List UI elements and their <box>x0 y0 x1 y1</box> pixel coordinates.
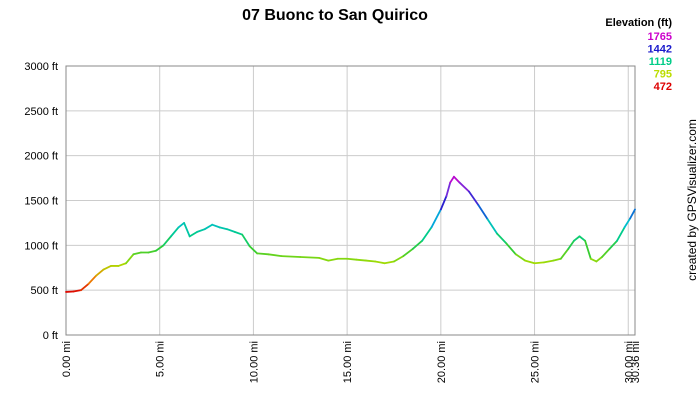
profile-segment <box>421 226 433 242</box>
x-tick-label: 0.00 mi <box>61 341 73 377</box>
y-tick-label: 2000 ft <box>24 151 58 163</box>
profile-segment <box>453 175 461 184</box>
profile-segment <box>601 248 611 258</box>
profile-segment <box>439 195 448 211</box>
profile-segment <box>183 222 191 238</box>
profile-segment <box>256 252 270 256</box>
legend-value: 1442 <box>648 44 672 56</box>
profile-segment <box>629 208 636 220</box>
profile-segment <box>226 228 236 233</box>
profile-segment <box>147 249 157 254</box>
profile-segment <box>430 208 442 229</box>
credit-text: created by GPSVisualizer.com <box>685 119 699 281</box>
profile-segment <box>486 218 498 235</box>
y-tick-label: 2500 ft <box>24 106 58 118</box>
chart-title: 07 Buonc to San Quirico <box>242 7 428 24</box>
axes: 0 ft 500 ft 1000 ft 1500 ft 2000 ft 2500 ft 30… <box>24 61 642 383</box>
x-tick-label: 30.00 mi <box>623 341 635 383</box>
profile-segment <box>125 253 135 265</box>
profile-segment <box>318 256 330 262</box>
profile-segment <box>170 226 180 238</box>
profile-segment <box>80 282 90 292</box>
profile-segment <box>374 260 386 265</box>
legend-value: 1765 <box>648 31 672 43</box>
profile-segment <box>477 204 489 221</box>
profile-segment <box>299 256 320 259</box>
x-tick-label: 10.00 mi <box>248 341 260 383</box>
profile-segment <box>196 228 206 233</box>
profile-segment <box>155 244 165 252</box>
profile-segment <box>248 245 259 255</box>
x-tick-label: 5.00 mi <box>155 341 167 377</box>
profile-segment <box>524 259 536 265</box>
profile-segment <box>327 257 339 262</box>
profile-segment <box>573 235 581 242</box>
legend-title: Elevation (ft) <box>605 17 672 29</box>
profile-segment <box>496 232 508 245</box>
legend-value: 1119 <box>649 56 672 68</box>
profile-segment <box>567 239 575 250</box>
profile-segment <box>95 268 105 277</box>
y-tick-label: 500 ft <box>30 285 58 297</box>
profile-segment <box>383 260 395 265</box>
profile-segment <box>402 248 414 257</box>
plot-frame <box>65 65 636 336</box>
profile-segment <box>578 235 587 242</box>
profile-segment <box>346 257 358 261</box>
profile-segment <box>514 253 527 262</box>
profile-segment <box>280 255 302 258</box>
profile-segment <box>233 230 244 236</box>
elevation-profile-line <box>65 175 636 293</box>
profile-segment <box>584 239 592 260</box>
profile-segment <box>162 235 172 247</box>
profile-segment <box>411 239 423 250</box>
profile-segment <box>364 259 377 263</box>
profile-segment <box>445 181 452 197</box>
x-tick-label: 15.00 mi <box>342 341 354 383</box>
x-tick-label: 20.00 mi <box>436 341 448 383</box>
profile-segment <box>608 239 618 250</box>
profile-segment <box>177 222 185 229</box>
profile-segment <box>393 255 405 263</box>
profile-segment <box>267 253 283 257</box>
profile-segment <box>355 258 367 262</box>
profile-segment <box>87 274 97 285</box>
profile-segment <box>468 190 480 206</box>
profile-segment <box>102 265 112 271</box>
y-tick-label: 3000 ft <box>24 61 58 73</box>
profile-segment <box>458 181 470 193</box>
y-tick-label: 1000 ft <box>24 240 58 252</box>
profile-segment <box>533 261 545 265</box>
profile-segment <box>218 226 229 231</box>
profile-segment <box>241 233 251 248</box>
profile-segment <box>211 223 221 229</box>
profile-segment <box>623 217 632 229</box>
profile-segment <box>132 251 142 256</box>
y-tick-label: 1500 ft <box>24 196 58 208</box>
profile-segment <box>543 259 555 264</box>
grid <box>65 65 636 336</box>
profile-segment <box>589 257 598 263</box>
profile-segment <box>559 248 570 260</box>
profile-segment <box>188 230 199 238</box>
profile-segment <box>72 289 82 293</box>
profile-segment <box>505 242 517 256</box>
legend-value: 472 <box>654 81 672 93</box>
profile-segment <box>595 256 603 263</box>
x-tick-label: 30.36 mi <box>630 341 642 383</box>
profile-segment <box>552 257 562 262</box>
y-tick-label: 0 ft <box>43 330 58 342</box>
legend-value: 795 <box>654 69 672 81</box>
profile-segment <box>449 175 455 184</box>
profile-segment <box>117 262 127 267</box>
profile-segment <box>203 223 214 231</box>
x-tick-label: 25.00 mi <box>530 341 542 383</box>
profile-segment <box>616 226 626 242</box>
